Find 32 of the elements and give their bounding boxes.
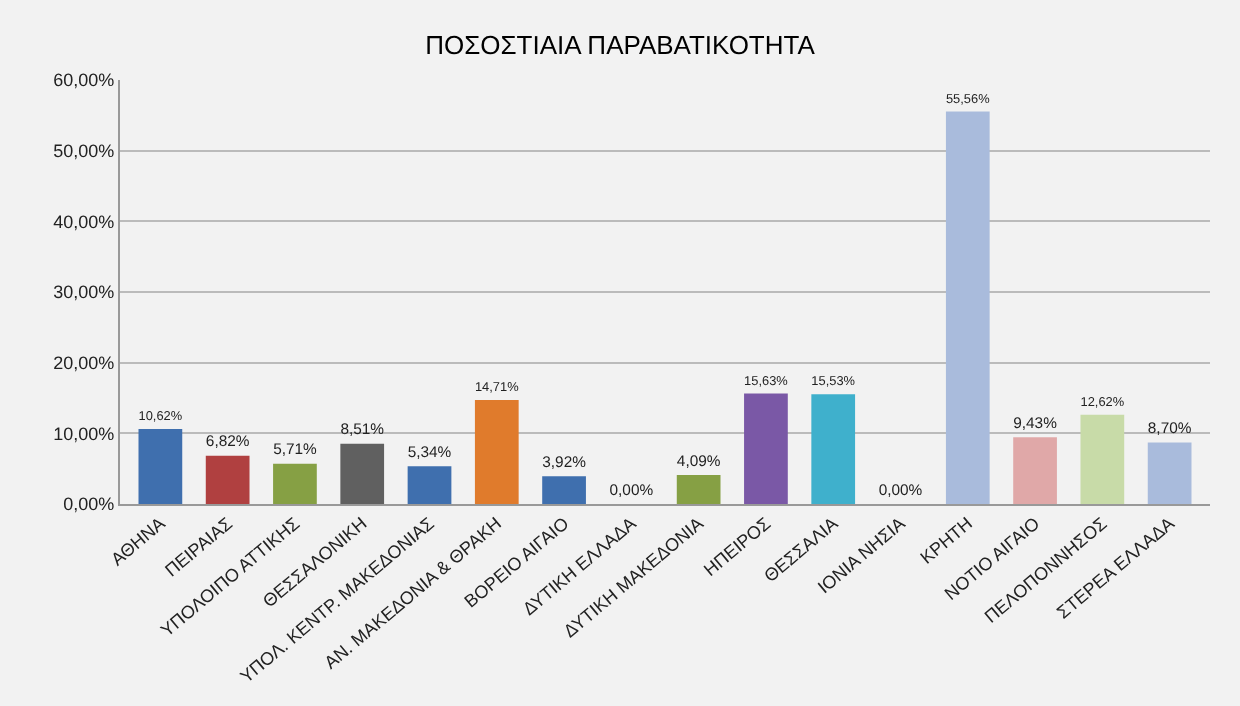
data-label: 8,70% [1147, 419, 1192, 438]
data-label: 8,51% [340, 420, 385, 439]
data-label: 9,43% [1013, 413, 1058, 432]
bar [340, 443, 385, 504]
bar [205, 455, 250, 504]
bar [542, 476, 586, 504]
data-label: 0,00% [609, 480, 654, 499]
bar [407, 466, 452, 504]
y-tick-label: 30,00% [53, 282, 115, 303]
y-tick-label: 50,00% [53, 140, 115, 161]
y-tick-label: 0,00% [63, 494, 115, 515]
bar [1013, 437, 1057, 504]
chart-title: ΠΟΣΟΣΤΙΑΙΑ ΠΑΡΑΒΑΤΙΚΟΤΗΤΑ [425, 29, 816, 60]
data-label: 0,00% [878, 480, 923, 499]
bar [676, 475, 721, 504]
y-tick-label: 10,00% [53, 423, 115, 444]
bar [744, 393, 788, 504]
data-label: 6,82% [205, 432, 250, 451]
y-tick-label: 20,00% [53, 352, 115, 373]
data-label: 5,71% [273, 440, 318, 459]
bar [945, 111, 990, 504]
data-label: 3,92% [542, 452, 587, 471]
bar [273, 463, 317, 504]
data-label: 4,09% [676, 451, 721, 470]
bar [811, 394, 856, 504]
bar [1147, 442, 1192, 504]
y-tick-label: 60,00% [53, 70, 115, 91]
bar [1080, 414, 1125, 504]
data-label: 5,34% [407, 442, 452, 461]
y-tick-label: 40,00% [53, 211, 115, 232]
bar [138, 428, 183, 504]
bar [474, 400, 519, 504]
